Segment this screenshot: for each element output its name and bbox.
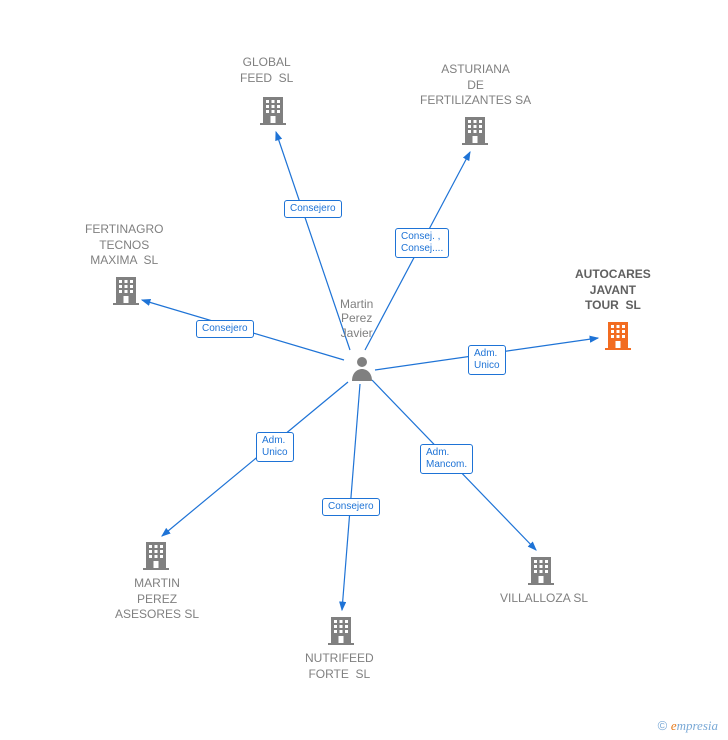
building-icon bbox=[528, 555, 554, 585]
building-icon bbox=[113, 275, 139, 305]
company-label: VILLALLOZA SL bbox=[500, 591, 588, 607]
company-label: NUTRIFEED FORTE SL bbox=[305, 651, 374, 682]
company-label: AUTOCARES JAVANT TOUR SL bbox=[575, 267, 651, 314]
person-icon bbox=[350, 355, 374, 381]
brand-rest: mpresia bbox=[677, 718, 718, 733]
building-icon bbox=[260, 95, 286, 125]
center-person-label: Martin Perez Javier bbox=[340, 297, 373, 340]
relation-label: Consej. , Consej.... bbox=[395, 228, 449, 258]
building-icon bbox=[143, 540, 169, 570]
building-icon bbox=[605, 320, 631, 350]
company-label: FERTINAGRO TECNOS MAXIMA SL bbox=[85, 222, 163, 269]
watermark: © empresia bbox=[658, 718, 718, 734]
relation-label: Consejero bbox=[322, 498, 380, 516]
relation-label: Adm. Mancom. bbox=[420, 444, 473, 474]
company-label: ASTURIANA DE FERTILIZANTES SA bbox=[420, 62, 531, 109]
relation-label: Consejero bbox=[196, 320, 254, 338]
company-label: GLOBAL FEED SL bbox=[240, 55, 293, 86]
building-icon bbox=[328, 615, 354, 645]
building-icon bbox=[462, 115, 488, 145]
copyright-symbol: © bbox=[658, 718, 668, 733]
relation-label: Adm. Unico bbox=[468, 345, 506, 375]
relation-label: Adm. Unico bbox=[256, 432, 294, 462]
relation-label: Consejero bbox=[284, 200, 342, 218]
company-label: MARTIN PEREZ ASESORES SL bbox=[115, 576, 199, 623]
